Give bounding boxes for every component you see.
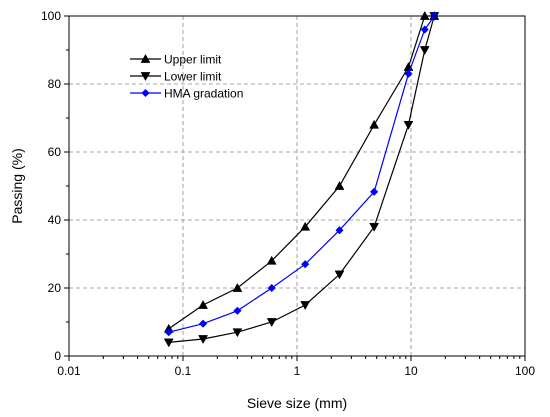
legend-item: Lower limit [130,70,222,84]
y-tick-label: 60 [48,145,62,159]
data-point [420,25,429,34]
legend-marker [140,53,151,63]
legend-marker [140,72,151,82]
y-tick-label: 20 [48,281,62,295]
data-point [267,283,276,293]
data-point [404,69,413,78]
x-tick-label: 1 [294,364,301,378]
y-axis-title: Passing (%) [9,148,25,223]
legend-marker [141,88,150,98]
data-point [334,180,345,190]
x-tick-label: 100 [515,364,535,378]
x-tick-label: 10 [404,364,418,378]
data-point [300,301,311,311]
data-point [233,306,242,315]
series-line [168,15,435,333]
series-3 [164,11,439,337]
ticks: 0.01 0.1 1 10 100 0 20 40 60 80 100 [41,9,535,378]
data-point [369,222,380,232]
grid [69,16,525,356]
data-point [232,282,243,292]
y-tick-label: 40 [48,213,62,227]
x-tick-label: 0.01 [57,364,81,378]
data-point [369,119,380,129]
legend: Upper limit Lower limit HMA gradation [130,53,243,101]
legend-label: Lower limit [164,70,222,84]
data-point [334,270,345,280]
legend-label: HMA gradation [164,87,243,101]
legend-item: Upper limit [130,53,222,67]
y-tick-label: 100 [41,9,61,23]
data-point [300,221,311,231]
series-line [168,15,435,330]
x-axis-title: Sieve size (mm) [247,395,347,411]
data-point [301,260,310,269]
x-tick-label: 0.1 [175,364,192,378]
series-line [168,15,435,343]
data-point [163,338,174,348]
data-point [335,226,344,235]
data-point [198,319,208,328]
data-point [266,255,277,265]
data-point [266,318,277,328]
data-point [198,335,208,345]
y-tick-label: 0 [54,349,61,363]
data-point [369,187,379,196]
data-point [419,46,430,56]
legend-label: Upper limit [164,53,222,67]
data-point [232,328,243,338]
data-point [164,328,173,337]
y-tick-label: 80 [48,77,62,91]
legend-item: HMA gradation [130,87,243,101]
data-point [403,120,414,130]
data-point [198,299,208,309]
